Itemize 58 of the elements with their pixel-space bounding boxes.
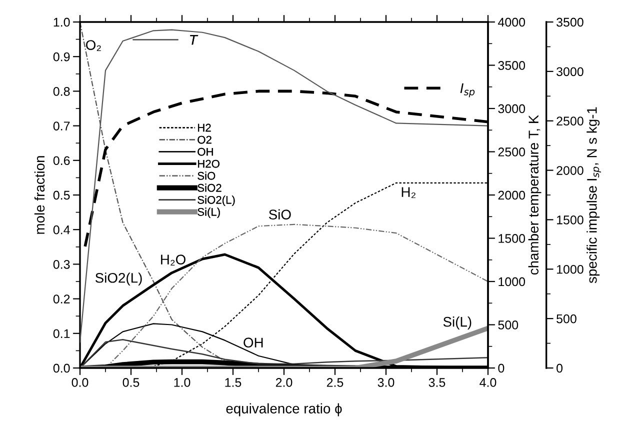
y3-tick-label: 1500 [557, 216, 584, 224]
x-tick-label: 3.5 [428, 378, 446, 387]
legend-label: SiO2 [198, 184, 222, 192]
legend-label: I$_{sp}$ [460, 83, 475, 98]
y2-axis-title: chamber temperature T, K [528, 114, 542, 275]
x-tick-label: 2.0 [276, 378, 292, 387]
legend-label: OH [198, 148, 213, 156]
legend-label: SiO2(L) [198, 196, 235, 206]
annotation: OH [244, 338, 263, 348]
annotation: O₂ [86, 40, 101, 51]
y3-tick-label: 0 [556, 364, 563, 373]
x-tick-label: 2.5 [326, 378, 344, 387]
y2-tick-label: 4000 [498, 18, 526, 27]
y-tick-label: 0.6 [53, 156, 70, 166]
legend-label: SiO [198, 172, 216, 180]
y3-tick-label: 2000 [556, 166, 584, 175]
annotation: H₂ [402, 187, 416, 198]
legend-label: H2 [198, 124, 211, 132]
y2-tick-label: 500 [498, 320, 518, 330]
y-tick-label: 0.1 [53, 329, 70, 338]
y2-tick-label: 1500 [498, 234, 526, 243]
y3-tick-label: 2500 [556, 116, 584, 126]
y-tick-label: 0.7 [53, 122, 70, 130]
y2-tick-label: 3000 [498, 104, 526, 114]
y2-tick-label: 1000 [498, 277, 526, 286]
legend-label: T [190, 35, 198, 45]
y3-tick-label: 3500 [556, 18, 584, 27]
x-tick-label: 4.0 [480, 378, 496, 387]
y-tick-label: 0.3 [53, 260, 70, 269]
y2-tick-label: 2000 [498, 190, 526, 200]
y-tick-label: 0.5 [53, 190, 70, 200]
y-tick-label: 0.4 [53, 225, 70, 234]
legend-label: O2 [198, 136, 212, 144]
x-tick-label: 1.5 [225, 378, 242, 387]
y-tick-label: 0.9 [53, 52, 70, 62]
y-tick-label: 0.0 [53, 364, 70, 373]
y3-tick-label: 3000 [556, 67, 584, 76]
annotation: SiO [268, 209, 291, 220]
y3-tick-label: 500 [556, 314, 576, 324]
legend-label: Si(L) [198, 208, 220, 218]
y2-tick-label: 2500 [498, 148, 526, 156]
annotation: Si(L) [443, 316, 472, 330]
y2-tick-label: 3500 [498, 61, 526, 70]
x-axis-title: equivalence ratio ϕ [226, 403, 342, 416]
legend-label: H2O [198, 160, 220, 168]
y-axis-title: mole fraction [34, 156, 45, 234]
y3-tick-label: 1000 [557, 264, 584, 274]
y3-axis-title: specific impulse I$_{sp}$, N s kg-1 [586, 107, 602, 284]
x-tick-label: 3.0 [378, 378, 394, 387]
x-tick-label: 1.0 [174, 378, 190, 387]
y-tick-label: 0.8 [53, 87, 70, 96]
y2-tick-label: 0 [498, 364, 504, 373]
annotation: SiO2(L) [95, 272, 142, 286]
x-tick-label: 0.5 [122, 378, 140, 387]
x-tick-label: 0.0 [72, 378, 88, 387]
y-tick-label: 1.0 [54, 18, 70, 27]
y-tick-label: 0.2 [53, 294, 70, 304]
annotation: H₂O [161, 254, 186, 266]
